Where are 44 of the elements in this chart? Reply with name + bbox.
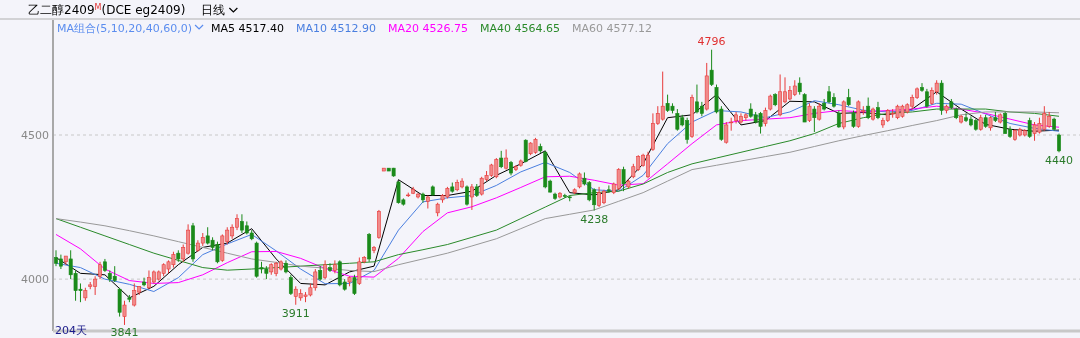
candlestick (743, 112, 748, 122)
candlestick (920, 82, 924, 93)
candlestick (1003, 111, 1008, 135)
y-tick-label: 4000 (21, 273, 49, 287)
candlestick (132, 282, 137, 307)
y-tick-label: 4500 (21, 129, 49, 142)
candlestick (117, 287, 122, 318)
candlestick (332, 259, 337, 274)
legend-title: MA组合(5,10,20,40,60,0) (57, 22, 193, 35)
candlestick (807, 102, 812, 123)
candlestick (323, 259, 327, 280)
candlestick (352, 274, 357, 296)
candlestick (709, 49, 714, 87)
candlestick (504, 148, 509, 171)
annotation: 4440 (1045, 154, 1073, 168)
candlestick (465, 184, 469, 207)
candlestick (288, 274, 293, 296)
candlestick (1027, 117, 1032, 139)
chart-subtitle: 日线 (201, 3, 226, 17)
candlestick (660, 71, 665, 122)
text: MA10 4512.90 (296, 22, 377, 35)
candlestick (812, 105, 817, 133)
candlestick (469, 183, 474, 211)
text: MA5 4517.40 (211, 22, 285, 35)
candlestick (925, 88, 929, 109)
candlestick (621, 166, 626, 192)
candlestick (616, 167, 621, 191)
text: MA60 4577.12 (572, 22, 653, 35)
candlestick (866, 97, 871, 120)
annotation: 4238 (580, 212, 609, 226)
annotation: 4796 (697, 34, 726, 48)
candlestick (122, 300, 127, 326)
candlestick (778, 73, 783, 117)
annotation: 3911 (281, 306, 310, 320)
candlestick (763, 107, 768, 127)
chart-title: 乙二醇2409$^{M}$(DCE eg2409) (28, 2, 186, 17)
candlestick (724, 121, 729, 145)
text: MA20 4526.75 (388, 22, 469, 35)
candlestick (328, 262, 332, 273)
candlestick (357, 257, 362, 286)
candlestick (606, 184, 611, 194)
annotation: 204天 (55, 324, 87, 337)
text: MA40 4564.65 (480, 22, 561, 35)
annotation: 3841 (110, 326, 139, 338)
